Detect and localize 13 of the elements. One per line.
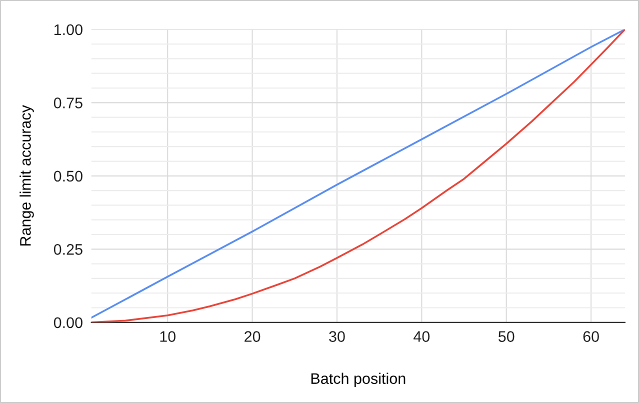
x-tick-label: 10 (160, 331, 176, 342)
x-tick-label: 60 (583, 331, 599, 342)
y-tick-label: 0.75 (54, 98, 82, 108)
x-tick-label: 40 (414, 331, 430, 342)
x-tick-label: 50 (498, 331, 514, 342)
y-tick-label: 0.50 (54, 170, 82, 182)
y-axis-title: Range limit accuracy (20, 105, 34, 246)
y-tick-label: 1.00 (54, 24, 82, 36)
y-tick-label: 0.25 (54, 244, 82, 255)
x-tick-label: 20 (244, 331, 260, 342)
x-tick-label: 30 (329, 331, 345, 342)
y-tick-label: 0.00 (54, 317, 82, 328)
x-axis-title: Batch position (311, 372, 406, 387)
